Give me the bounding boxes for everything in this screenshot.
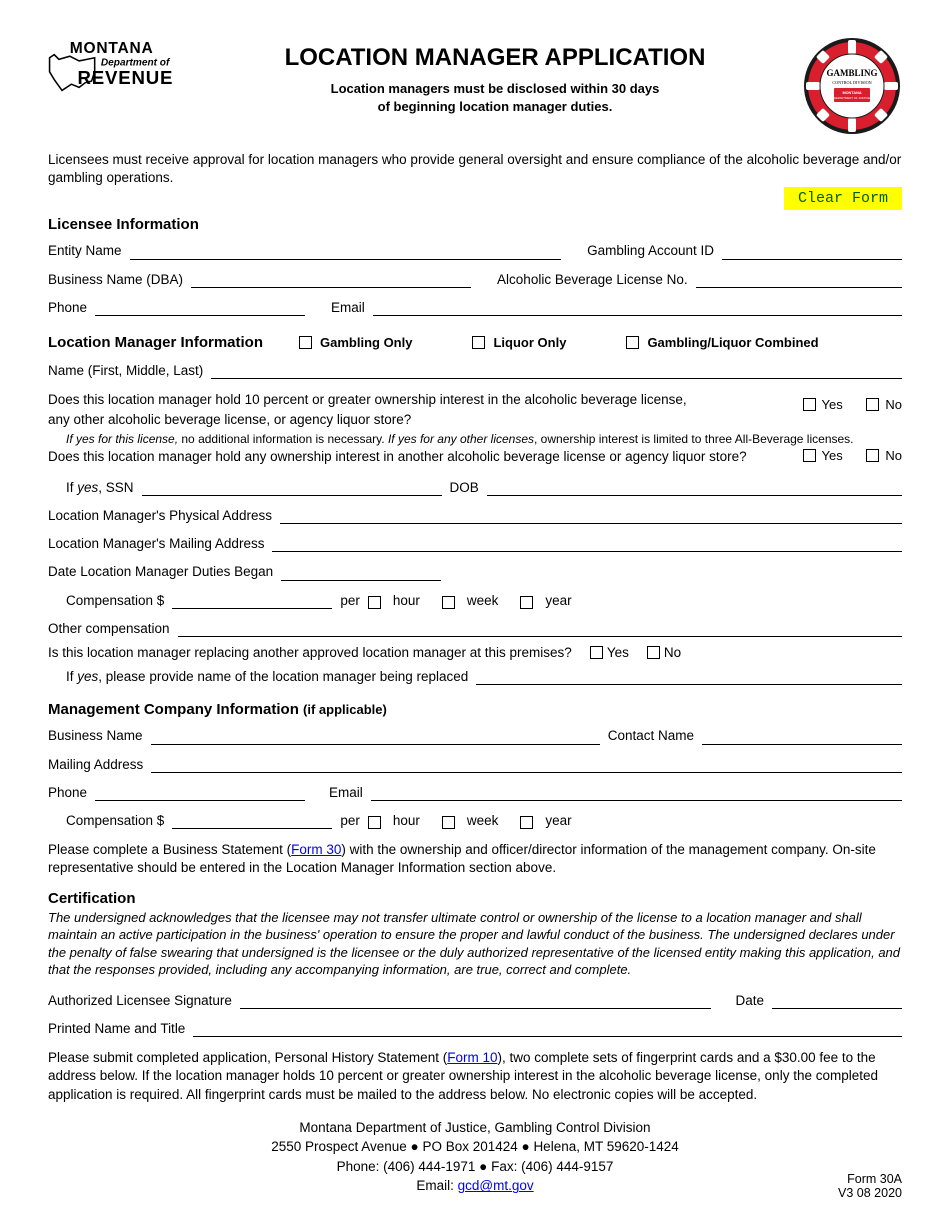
checkbox-week[interactable] (442, 596, 455, 609)
q1-line2: any other alcoholic beverage license, or… (48, 411, 763, 429)
label-entity-name: Entity Name (48, 243, 122, 259)
label-combined: Gambling/Liquor Combined (647, 335, 818, 350)
label-phone: Phone (48, 300, 87, 316)
label-lm-name: Name (First, Middle, Last) (48, 363, 203, 379)
q2-text: Does this location manager hold any owne… (48, 448, 763, 466)
section-lm-title: Location Manager Information (48, 334, 263, 351)
label-liquor-only: Liquor Only (493, 335, 566, 350)
checkbox-mgmt-hour[interactable] (368, 816, 381, 829)
montana-revenue-logo: MONTANA Department of REVENUE (48, 36, 188, 117)
link-form-30[interactable]: Form 30 (291, 842, 341, 857)
q1-line1: Does this location manager hold 10 perce… (48, 391, 763, 409)
checkbox-hour[interactable] (368, 596, 381, 609)
checkbox-q1-yes[interactable] (803, 398, 816, 411)
page-title: LOCATION MANAGER APPLICATION (208, 44, 782, 72)
checkbox-combined[interactable] (626, 336, 639, 349)
input-dob[interactable] (487, 482, 902, 496)
label-mgmt-cn: Contact Name (608, 728, 694, 744)
svg-text:MONTANA: MONTANA (842, 91, 861, 95)
label-no: No (885, 397, 902, 412)
label-email: Email (331, 300, 365, 316)
input-mgmt-email[interactable] (371, 787, 902, 801)
svg-text:MONTANA: MONTANA (70, 40, 154, 57)
checkbox-mgmt-week[interactable] (442, 816, 455, 829)
svg-text:GAMBLING: GAMBLING (826, 68, 877, 78)
label-other-comp: Other compensation (48, 621, 170, 637)
page-subtitle-1: Location managers must be disclosed with… (208, 80, 782, 98)
input-lm-name[interactable] (211, 365, 902, 379)
label-replaced: If yes, please provide name of the locat… (66, 669, 468, 685)
cert-text: The undersigned acknowledges that the li… (48, 909, 902, 979)
svg-text:DEPARTMENT OF JUSTICE: DEPARTMENT OF JUSTICE (834, 96, 870, 100)
label-dba: Business Name (DBA) (48, 272, 183, 288)
label-mgmt-email: Email (329, 785, 363, 801)
gambling-control-seal: GAMBLING CONTROL DIVISION MONTANA DEPART… (802, 36, 902, 139)
section-cert-title: Certification (48, 890, 902, 907)
checkbox-q2-no[interactable] (866, 449, 879, 462)
input-replaced[interactable] (476, 671, 902, 685)
checkbox-q1-no[interactable] (866, 398, 879, 411)
input-entity-name[interactable] (130, 246, 562, 260)
label-ssn: If yes, SSN (66, 480, 134, 496)
input-duties-began[interactable] (281, 567, 441, 581)
label-date: Date (735, 993, 764, 1009)
checkbox-liquor-only[interactable] (472, 336, 485, 349)
input-mgmt-cn[interactable] (702, 731, 902, 745)
label-mgmt-mail: Mailing Address (48, 757, 143, 773)
checkbox-gambling-only[interactable] (299, 336, 312, 349)
q1-note: If yes for this license, no additional i… (48, 432, 902, 446)
label-signature: Authorized Licensee Signature (48, 993, 232, 1009)
checkbox-mgmt-year[interactable] (520, 816, 533, 829)
link-form-10[interactable]: Form 10 (447, 1050, 497, 1065)
input-signature[interactable] (240, 995, 712, 1009)
svg-text:REVENUE: REVENUE (78, 67, 174, 88)
checkbox-q3-yes[interactable] (590, 646, 603, 659)
input-abl[interactable] (696, 274, 902, 288)
checkbox-q3-no[interactable] (647, 646, 660, 659)
label-abl: Alcoholic Beverage License No. (497, 272, 688, 288)
input-ssn[interactable] (142, 482, 442, 496)
input-gambling-id[interactable] (722, 246, 902, 260)
mgmt-note: Please complete a Business Statement (Fo… (48, 841, 902, 877)
label-gambling-only: Gambling Only (320, 335, 412, 350)
page-subtitle-2: of beginning location manager duties. (208, 98, 782, 116)
label-mgmt-bn: Business Name (48, 728, 143, 744)
q3-text: Is this location manager replacing anoth… (48, 645, 572, 661)
checkbox-year[interactable] (520, 596, 533, 609)
label-duties-began: Date Location Manager Duties Began (48, 564, 273, 580)
submit-note: Please submit completed application, Per… (48, 1049, 902, 1104)
svg-text:CONTROL DIVISION: CONTROL DIVISION (832, 80, 871, 85)
label-phys-addr: Location Manager's Physical Address (48, 508, 272, 524)
label-yes: Yes (822, 397, 843, 412)
input-mgmt-phone[interactable] (95, 787, 305, 801)
label-mgmt-phone: Phone (48, 785, 87, 801)
input-mgmt-comp[interactable] (172, 815, 332, 829)
section-mgmt-title: Management Company Information (if appli… (48, 701, 902, 718)
clear-form-button[interactable]: Clear Form (784, 187, 902, 210)
input-date[interactable] (772, 995, 902, 1009)
section-licensee-title: Licensee Information (48, 216, 902, 233)
input-email[interactable] (373, 302, 902, 316)
label-mail-addr: Location Manager's Mailing Address (48, 536, 264, 552)
link-email-gcd[interactable]: gcd@mt.gov (458, 1178, 534, 1193)
label-comp: Compensation $ (66, 593, 164, 609)
input-dba[interactable] (191, 274, 471, 288)
input-printed[interactable] (193, 1023, 902, 1037)
label-dob: DOB (450, 480, 479, 496)
input-other-comp[interactable] (178, 623, 902, 637)
label-gambling-id: Gambling Account ID (587, 243, 714, 259)
input-mail-addr[interactable] (272, 538, 902, 552)
label-mgmt-comp: Compensation $ (66, 813, 164, 829)
input-comp[interactable] (172, 595, 332, 609)
input-mgmt-bn[interactable] (151, 731, 600, 745)
input-phone[interactable] (95, 302, 305, 316)
input-mgmt-mail[interactable] (151, 759, 902, 773)
label-printed: Printed Name and Title (48, 1021, 185, 1037)
intro-text: Licensees must receive approval for loca… (48, 151, 902, 187)
checkbox-q2-yes[interactable] (803, 449, 816, 462)
input-phys-addr[interactable] (280, 510, 902, 524)
